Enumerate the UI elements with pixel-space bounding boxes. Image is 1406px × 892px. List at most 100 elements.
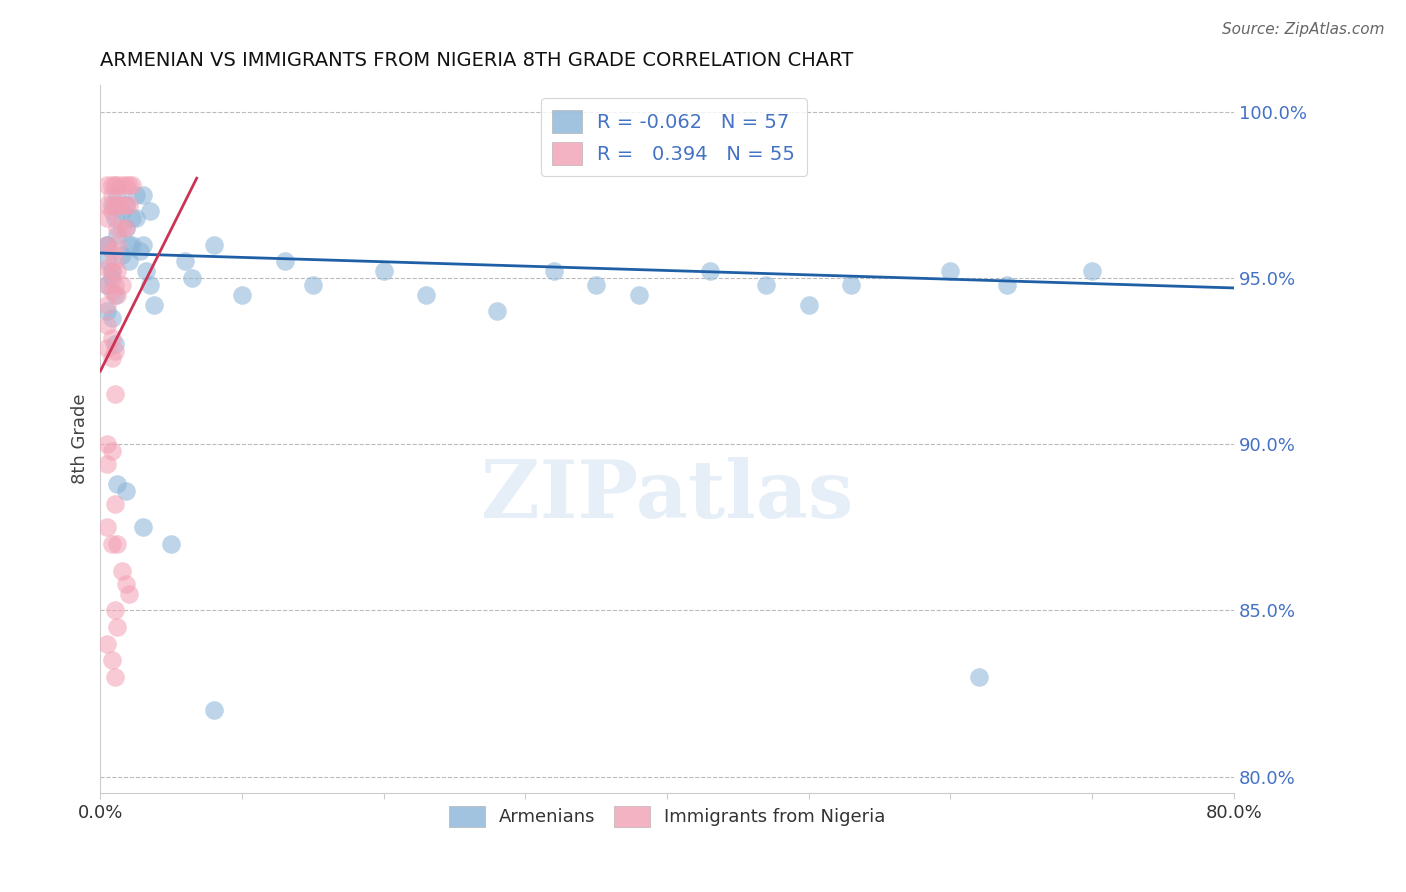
Point (110, 248, 132, 262)
Point (100, 178, 122, 192)
Point (96, 237, 118, 252)
Point (100, 244, 122, 259)
Point (115, 221, 138, 235)
Point (105, 287, 128, 301)
Point (96, 457, 118, 471)
Point (96, 254, 118, 268)
Point (125, 187, 148, 202)
Point (96, 237, 118, 252)
Point (96, 297, 118, 311)
Point (103, 198, 125, 212)
Point (160, 537, 183, 551)
Point (202, 237, 225, 252)
Point (96, 520, 118, 534)
Point (100, 285, 122, 299)
Point (105, 227, 128, 242)
Point (129, 244, 152, 259)
Point (115, 221, 138, 235)
Point (96, 260, 118, 275)
Point (96, 341, 118, 355)
Point (139, 277, 162, 292)
Legend: Armenians, Immigrants from Nigeria: Armenians, Immigrants from Nigeria (441, 798, 893, 834)
Point (839, 277, 862, 292)
Point (939, 264, 962, 278)
Point (118, 237, 141, 252)
Point (105, 198, 128, 212)
Point (115, 198, 138, 212)
Point (100, 443, 122, 458)
Point (995, 277, 1018, 292)
Point (202, 703, 225, 717)
Point (105, 221, 128, 235)
Point (96, 277, 118, 292)
Point (110, 198, 132, 212)
Point (105, 477, 128, 491)
Point (96, 211, 118, 226)
Point (103, 277, 125, 292)
Point (486, 304, 509, 318)
Point (110, 564, 132, 578)
Point (110, 221, 132, 235)
Point (96, 304, 118, 318)
Point (103, 211, 125, 226)
Point (125, 211, 148, 226)
Point (181, 271, 204, 285)
Point (543, 264, 565, 278)
Point (103, 670, 125, 684)
Point (110, 277, 132, 292)
Point (585, 277, 607, 292)
Point (174, 254, 197, 268)
Point (100, 331, 122, 345)
Point (103, 603, 125, 617)
Point (100, 653, 122, 667)
Point (103, 287, 125, 301)
Point (100, 351, 122, 365)
Point (273, 254, 295, 268)
Point (100, 537, 122, 551)
Point (103, 387, 125, 401)
Point (115, 577, 138, 591)
Point (105, 187, 128, 202)
Point (139, 204, 162, 219)
Point (96, 318, 118, 332)
Text: Source: ZipAtlas.com: Source: ZipAtlas.com (1222, 22, 1385, 37)
Text: ZIPatlas: ZIPatlas (481, 457, 853, 535)
Point (627, 287, 650, 301)
Point (105, 620, 128, 634)
Point (415, 287, 437, 301)
Point (96, 277, 118, 292)
Point (96, 178, 118, 192)
Point (96, 637, 118, 651)
Point (105, 237, 128, 252)
Point (143, 297, 166, 311)
Point (100, 264, 122, 278)
Point (100, 198, 122, 212)
Point (103, 178, 125, 192)
Point (231, 287, 253, 301)
Point (96, 437, 118, 451)
Point (115, 198, 138, 212)
Point (96, 237, 118, 252)
Point (96, 198, 118, 212)
Point (105, 264, 128, 278)
Point (132, 187, 155, 202)
Point (1081, 264, 1104, 278)
Point (100, 187, 122, 202)
Point (110, 204, 132, 219)
Point (103, 337, 125, 351)
Point (967, 670, 990, 684)
Point (100, 271, 122, 285)
Point (121, 237, 143, 252)
Point (118, 198, 141, 212)
Point (118, 587, 141, 601)
Point (103, 497, 125, 511)
Point (105, 537, 128, 551)
Point (103, 254, 125, 268)
Point (103, 344, 125, 359)
Point (100, 310, 122, 325)
Point (135, 264, 157, 278)
Point (105, 178, 128, 192)
Point (118, 254, 141, 268)
Point (110, 178, 132, 192)
Point (100, 264, 122, 278)
